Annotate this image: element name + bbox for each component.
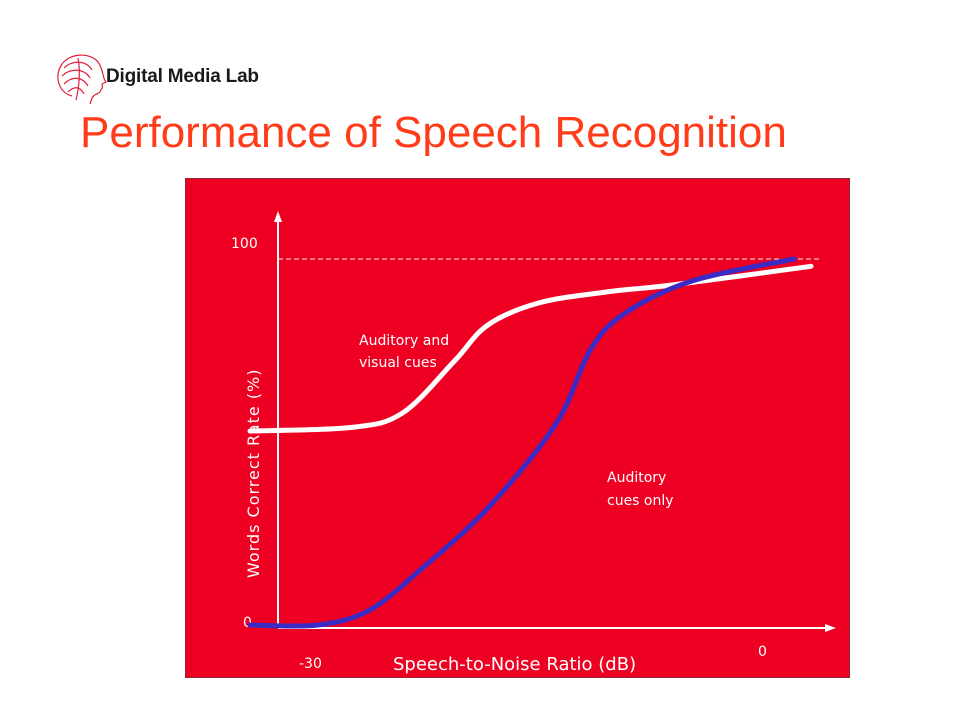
annotation-auditory-only-line-1: Auditory xyxy=(607,470,666,486)
annotation-auditory-visual-line-2: visual cues xyxy=(359,355,437,371)
annotation-auditory-only: Auditory cues only xyxy=(607,470,674,509)
head-profile-icon xyxy=(57,54,108,105)
y-axis-label: Words Correct Rate (%) xyxy=(244,369,263,579)
lab-name: Digital Media Lab xyxy=(106,66,259,87)
x-axis-label: Speech-to-Noise Ratio (dB) xyxy=(393,654,636,675)
x-axis-arrow xyxy=(825,624,836,632)
x-tick-0: 0 xyxy=(758,644,767,660)
annotation-auditory-visual: Auditory and visual cues xyxy=(359,333,454,371)
annotation-auditory-visual-line-1: Auditory and xyxy=(359,333,449,349)
chart-panel: 100 0 -30 0 Words Correct Rate (%) Speec… xyxy=(185,178,850,678)
slide-title: Performance of Speech Recognition xyxy=(80,108,787,157)
x-tick-minus30: -30 xyxy=(299,656,322,672)
y-tick-0: 0 xyxy=(243,615,252,631)
series-auditory-only-line xyxy=(247,256,797,629)
y-axis-arrow xyxy=(274,211,282,222)
y-tick-100: 100 xyxy=(231,236,258,252)
annotation-auditory-only-line-2: cues only xyxy=(607,493,674,509)
